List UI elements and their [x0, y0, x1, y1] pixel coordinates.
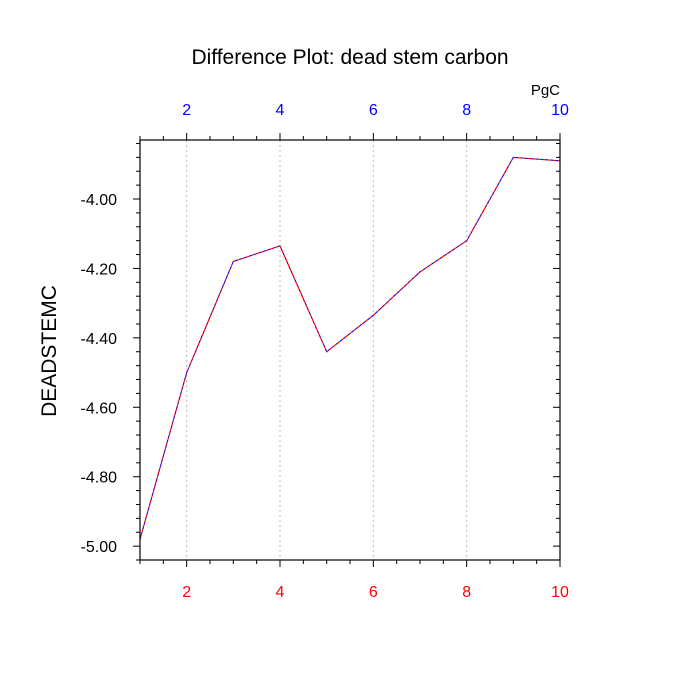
x-tick-label-top: 8 — [462, 102, 471, 119]
plot-frame — [139, 139, 561, 561]
x-tick-label-top: 4 — [276, 102, 285, 119]
data-point — [466, 240, 468, 242]
y-tick-label: -4.20 — [81, 261, 118, 278]
x-tick-label-top: 10 — [551, 102, 569, 119]
axis-ticks — [133, 133, 561, 567]
y-axis-label: DEADSTEMC — [38, 285, 61, 417]
y-tick-label: -4.80 — [81, 470, 118, 487]
x-tick-label-bottom: 4 — [276, 584, 285, 601]
y-tick-label: -4.60 — [81, 400, 118, 417]
x-tick-label-bottom: 6 — [369, 584, 378, 601]
x-tick-label-top: 6 — [369, 102, 378, 119]
data-point — [512, 156, 514, 158]
y-tick-label: -4.00 — [81, 192, 118, 209]
grid-lines — [186, 140, 468, 560]
x-tick-label-bottom: 2 — [182, 584, 191, 601]
chart-title: Difference Plot: dead stem carbon — [191, 46, 508, 69]
series-line-red — [139, 156, 561, 540]
units-label: PgC — [531, 82, 560, 99]
x-tick-label-top: 2 — [182, 102, 191, 119]
x-tick-label-bottom: 10 — [551, 584, 569, 601]
data-point — [372, 314, 374, 316]
data-point — [279, 245, 281, 247]
y-tick-label: -5.00 — [81, 539, 118, 556]
data-point — [419, 271, 421, 273]
data-point — [232, 260, 234, 263]
y-tick-label: -4.40 — [81, 331, 118, 348]
series-line-blue — [139, 156, 561, 540]
x-tick-label-bottom: 8 — [462, 584, 471, 601]
series-layer — [139, 156, 561, 540]
data-point — [326, 351, 328, 353]
tick-labels: 2 2 4 4 6 6 8 8 10 10 -5.00 -4.80 -4.60 -4.40 -4.20 -4.… — [81, 102, 569, 601]
data-point — [186, 371, 188, 374]
